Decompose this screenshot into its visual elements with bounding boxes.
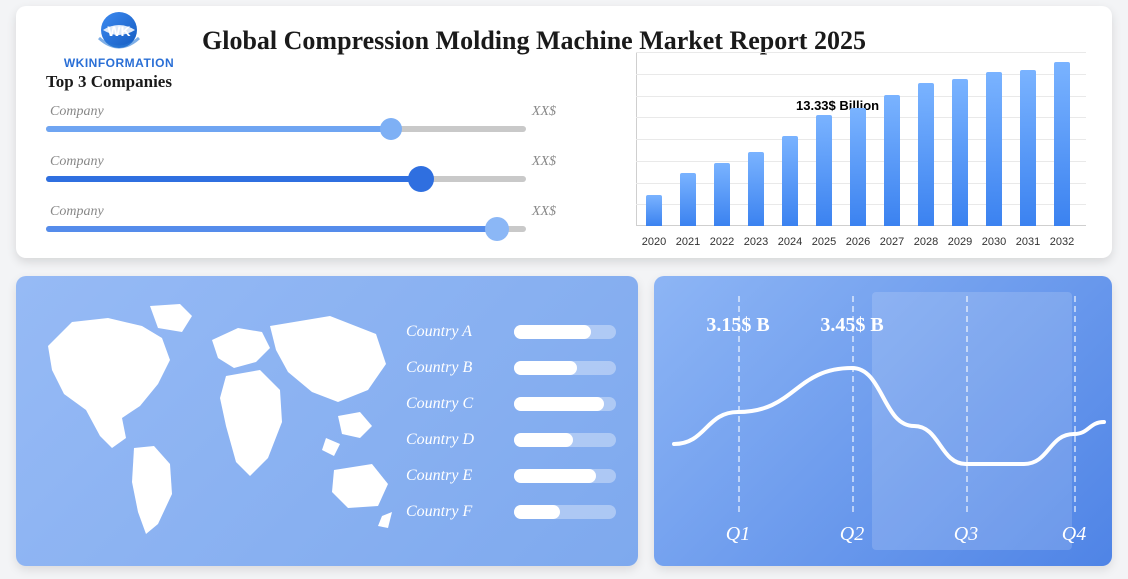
country-row: Country E <box>406 458 616 494</box>
country-bar-fill <box>514 361 577 375</box>
company-label: Company <box>50 154 104 170</box>
barchart-xlabel: 2025 <box>807 236 841 248</box>
barchart-bar <box>782 136 798 226</box>
brand-logo: WK WKINFORMATION <box>54 8 184 70</box>
barchart-xlabel: 2021 <box>671 236 705 248</box>
barchart-xlabel: 2031 <box>1011 236 1045 248</box>
barchart-bar <box>1054 62 1070 226</box>
barchart-xlabel: 2028 <box>909 236 943 248</box>
slider-knob[interactable] <box>485 217 509 241</box>
barchart-bar <box>986 72 1002 226</box>
barchart-xlabel: 2022 <box>705 236 739 248</box>
country-list: Country A Country B Country C Country D Coun… <box>406 314 616 530</box>
company-value: XX$ <box>532 154 556 170</box>
country-row: Country A <box>406 314 616 350</box>
barchart-bar <box>748 152 764 226</box>
barchart-xlabel: 2026 <box>841 236 875 248</box>
barchart-xlabel: 2027 <box>875 236 909 248</box>
linechart-quarter-label: Q3 <box>954 523 978 546</box>
slider-fill <box>46 226 497 232</box>
barchart-gridline <box>636 74 1086 75</box>
slider-knob[interactable] <box>380 118 402 140</box>
countries-card: Country A Country B Country C Country D Coun… <box>16 276 638 566</box>
barchart-xlabel: 2030 <box>977 236 1011 248</box>
linechart-vline <box>966 296 968 512</box>
country-row: Country B <box>406 350 616 386</box>
country-bar <box>514 433 616 447</box>
linechart-quarter-label: Q1 <box>726 523 750 546</box>
slider-fill <box>46 126 392 132</box>
barchart-bar <box>646 195 662 226</box>
linechart-vline <box>1074 296 1076 512</box>
slider-fill <box>46 176 420 182</box>
top-card: WK WKINFORMATION Global Compression Mold… <box>16 6 1112 258</box>
country-label: Country E <box>406 467 472 485</box>
country-bar-fill <box>514 325 591 339</box>
globe-logo-icon: WK <box>91 8 147 58</box>
linechart-quarter-label: Q4 <box>1062 523 1086 546</box>
country-bar <box>514 469 616 483</box>
country-bar <box>514 325 616 339</box>
country-label: Country B <box>406 359 472 377</box>
barchart-gridline <box>636 96 1086 97</box>
barchart-xlabel: 2020 <box>637 236 671 248</box>
barchart-xlabel: 2023 <box>739 236 773 248</box>
barchart-bar <box>1020 70 1036 226</box>
company-value: XX$ <box>532 104 556 120</box>
company-slider-row: Company XX$ <box>46 206 566 250</box>
barchart-bar <box>680 173 696 226</box>
country-bar <box>514 505 616 519</box>
quarterly-line-card: Q1 Q2 Q3 Q4 3.15$ B 3.45$ B <box>654 276 1112 566</box>
country-label: Country A <box>406 323 472 341</box>
barchart-bar <box>918 83 934 226</box>
country-bar <box>514 361 616 375</box>
linechart-value-label: 3.15$ B <box>706 314 769 337</box>
country-bar-fill <box>514 469 596 483</box>
country-bar-fill <box>514 505 560 519</box>
country-bar <box>514 397 616 411</box>
country-bar-fill <box>514 433 573 447</box>
company-value: XX$ <box>532 204 556 220</box>
svg-text:WK: WK <box>107 23 130 39</box>
barchart-xlabel: 2029 <box>943 236 977 248</box>
world-map-icon <box>30 298 400 548</box>
country-row: Country D <box>406 422 616 458</box>
barchart-bar <box>714 163 730 226</box>
barchart-callout: 13.33$ Billion <box>796 98 879 113</box>
barchart-xlabel: 2032 <box>1045 236 1079 248</box>
slider-knob[interactable] <box>408 166 434 192</box>
top-companies-panel: Top 3 Companies CompanyXX$CompanyXX$Comp… <box>46 72 566 256</box>
brand-name: WKINFORMATION <box>54 56 184 70</box>
barchart-bar <box>952 79 968 226</box>
company-slider-row: Company XX$ <box>46 106 566 150</box>
linechart-value-label: 3.45$ B <box>820 314 883 337</box>
barchart-xlabel: 2024 <box>773 236 807 248</box>
barchart-gridline <box>636 52 1086 53</box>
company-slider-row: Company XX$ <box>46 156 566 200</box>
country-label: Country D <box>406 431 474 449</box>
company-label: Company <box>50 104 104 120</box>
country-bar-fill <box>514 397 604 411</box>
country-label: Country F <box>406 503 472 521</box>
linechart-quarter-label: Q2 <box>840 523 864 546</box>
market-size-barchart: 13.33$ Billion 2020202120222023202420252… <box>636 52 1086 248</box>
country-row: Country F <box>406 494 616 530</box>
country-row: Country C <box>406 386 616 422</box>
company-label: Company <box>50 204 104 220</box>
barchart-bar <box>884 95 900 226</box>
top-companies-title: Top 3 Companies <box>46 72 566 92</box>
barchart-bar <box>850 108 866 226</box>
barchart-bar <box>816 115 832 226</box>
country-label: Country C <box>406 395 473 413</box>
